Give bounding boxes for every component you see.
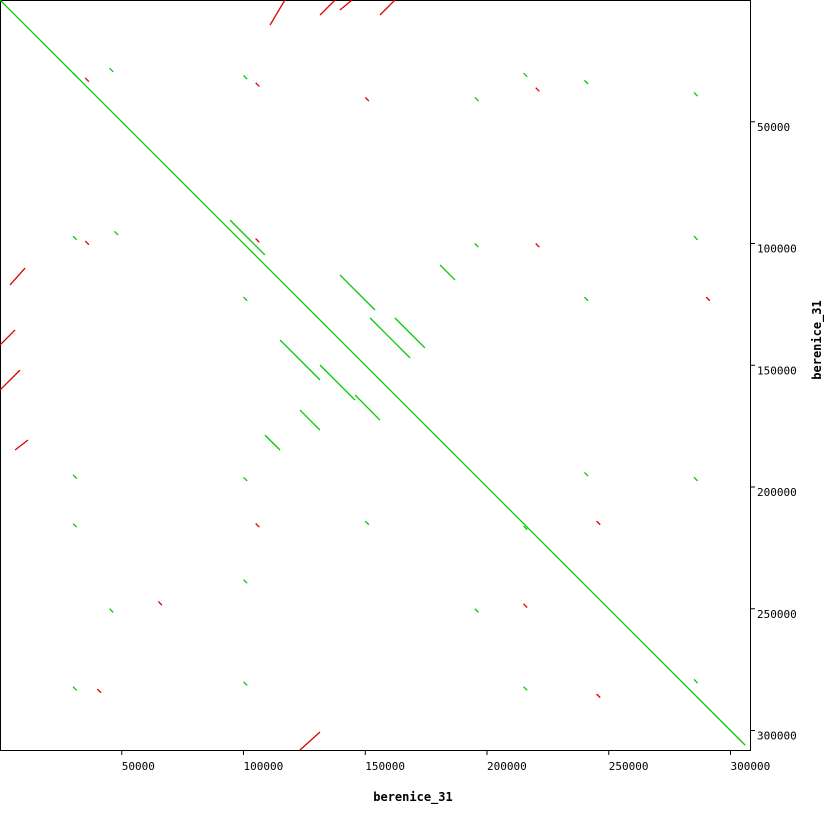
alignment-segment: [255, 82, 260, 87]
alignment-segment: [0, 329, 16, 346]
alignment-segment: [84, 77, 90, 83]
alignment-segment: [72, 523, 78, 528]
alignment-segment: [474, 608, 479, 613]
alignment-segment: [319, 0, 336, 16]
alignment-segment: [354, 394, 381, 421]
alignment-segment: [72, 72, 78, 78]
alignment-segment: [269, 0, 286, 26]
alignment-segment: [0, 369, 21, 391]
y-tick-label: 150000: [757, 364, 797, 377]
x-tick-label: 250000: [609, 760, 649, 773]
y-tick-label: 200000: [757, 486, 797, 499]
alignment-segment: [705, 296, 711, 302]
alignment-segment: [379, 0, 396, 16]
alignment-segment: [583, 79, 589, 85]
alignment-segment: [243, 476, 248, 482]
alignment-segment: [72, 474, 78, 479]
alignment-segment: [596, 520, 601, 526]
alignment-segment: [243, 681, 248, 686]
alignment-segment: [109, 608, 114, 613]
alignment-segment: [72, 686, 78, 691]
alignment-segment: [255, 238, 260, 243]
y-tick-label: 300000: [757, 730, 797, 743]
alignment-segment: [523, 603, 528, 609]
x-tick-label: 200000: [487, 760, 527, 773]
alignment-segment: [693, 92, 699, 97]
alignment-segment: [299, 731, 321, 751]
alignment-segment: [96, 688, 102, 694]
alignment-segment: [693, 235, 699, 241]
alignment-segment: [364, 520, 370, 526]
alignment-segment: [474, 243, 479, 248]
alignment-segment: [243, 75, 248, 80]
x-axis-label: berenice_31: [373, 790, 452, 805]
alignment-segment: [394, 317, 426, 349]
alignment-segment: [583, 296, 589, 302]
y-tick-label: 100000: [757, 243, 797, 256]
y-tick-label: 50000: [757, 121, 790, 134]
alignment-segment: [523, 525, 528, 531]
y-axis-label: berenice_31: [810, 300, 825, 379]
alignment-segment: [369, 317, 411, 359]
alignment-segment: [474, 96, 479, 102]
alignment-segment: [9, 267, 26, 286]
alignment-segment: [523, 72, 528, 78]
alignment-segment: [157, 601, 163, 606]
alignment-segment: [279, 339, 321, 381]
alignment-segment: [243, 296, 248, 302]
alignment-segment: [523, 686, 528, 691]
x-tick-label: 100000: [244, 760, 284, 773]
alignment-segment: [583, 471, 589, 477]
alignment-segment: [0, 0, 746, 746]
alignment-segment: [113, 230, 119, 236]
alignment-segment: [535, 243, 540, 248]
x-tick-label: 150000: [365, 760, 405, 773]
alignment-segment: [339, 274, 376, 311]
alignment-segment: [596, 693, 601, 699]
alignment-segment: [243, 579, 248, 584]
alignment-segment: [72, 235, 78, 241]
alignment-segment: [693, 678, 699, 684]
alignment-segment: [14, 439, 29, 451]
alignment-segment: [339, 0, 353, 11]
alignment-segment: [264, 434, 281, 451]
alignment-segment: [229, 219, 266, 256]
y-tick-label: 250000: [757, 608, 797, 621]
alignment-segment: [535, 87, 540, 92]
alignment-segment: [364, 96, 370, 102]
alignment-segment: [84, 240, 90, 246]
alignment-segment: [439, 264, 456, 281]
x-tick-label: 300000: [731, 760, 771, 773]
alignment-segment: [319, 364, 356, 401]
alignment-segment: [299, 409, 321, 431]
alignment-segment: [255, 523, 260, 528]
alignment-segment: [109, 67, 114, 73]
x-tick-label: 50000: [122, 760, 155, 773]
alignment-segment: [693, 476, 699, 482]
